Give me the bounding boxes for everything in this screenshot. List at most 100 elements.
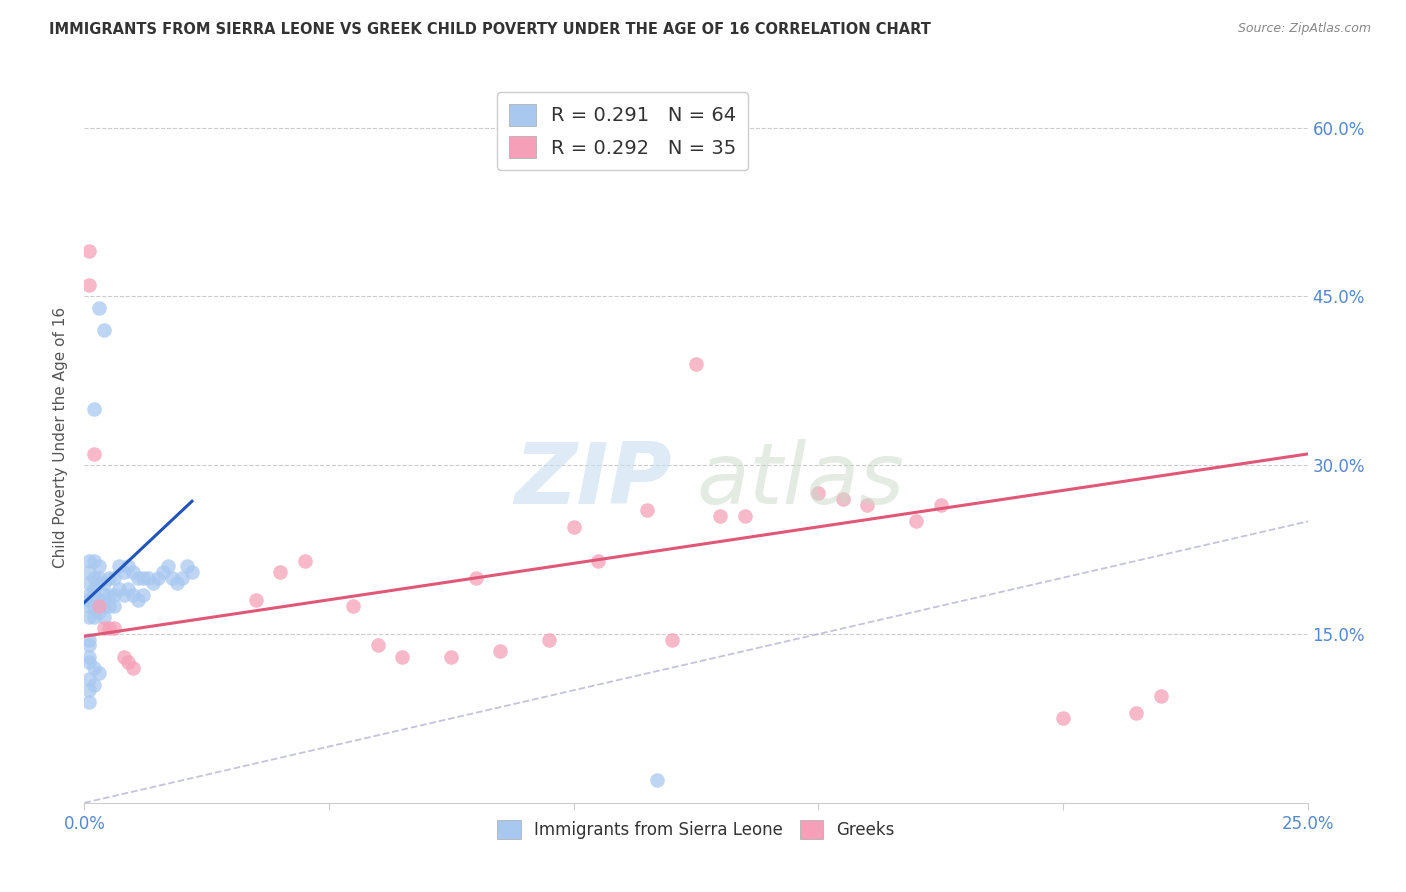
Point	[93, 599, 115, 613]
Point	[132, 588, 155, 602]
Point	[127, 593, 149, 607]
Point	[77, 599, 100, 613]
Text: atlas: atlas	[696, 440, 904, 523]
Point	[136, 571, 159, 585]
Point	[77, 554, 100, 568]
Point	[87, 576, 110, 591]
Point	[97, 621, 120, 635]
Y-axis label: Child Poverty Under the Age of 16: Child Poverty Under the Age of 16	[53, 307, 69, 567]
Point	[93, 576, 115, 591]
Point	[122, 588, 145, 602]
Point	[107, 559, 129, 574]
Point	[77, 638, 100, 652]
Point	[132, 571, 155, 585]
Point	[93, 323, 115, 337]
Point	[77, 694, 100, 708]
Point	[87, 666, 110, 681]
Point	[905, 515, 928, 529]
Point	[87, 571, 110, 585]
Point	[146, 571, 169, 585]
Point	[294, 554, 316, 568]
Point	[122, 661, 145, 675]
Point	[83, 582, 105, 596]
Point	[1125, 706, 1147, 720]
Point	[93, 610, 115, 624]
Point	[562, 520, 585, 534]
Point	[440, 649, 463, 664]
Point	[661, 632, 683, 647]
Point	[831, 491, 853, 506]
Point	[77, 565, 100, 579]
Point	[176, 559, 198, 574]
Point	[83, 610, 105, 624]
Point	[77, 593, 100, 607]
Point	[856, 498, 879, 512]
Point	[807, 486, 830, 500]
Point	[83, 588, 105, 602]
Point	[87, 559, 110, 574]
Point	[636, 503, 658, 517]
Text: Source: ZipAtlas.com: Source: ZipAtlas.com	[1237, 22, 1371, 36]
Point	[1052, 711, 1074, 725]
Point	[93, 621, 115, 635]
Point	[77, 610, 100, 624]
Point	[77, 632, 100, 647]
Point	[97, 599, 120, 613]
Point	[103, 571, 125, 585]
Point	[112, 588, 135, 602]
Point	[127, 571, 149, 585]
Point	[77, 244, 100, 259]
Point	[162, 571, 184, 585]
Point	[112, 565, 135, 579]
Point	[391, 649, 413, 664]
Point	[117, 655, 139, 669]
Point	[83, 554, 105, 568]
Point	[83, 571, 105, 585]
Point	[142, 576, 165, 591]
Point	[709, 508, 731, 523]
Point	[87, 593, 110, 607]
Point	[93, 588, 115, 602]
Point	[83, 678, 105, 692]
Point	[464, 571, 486, 585]
Point	[97, 588, 120, 602]
Point	[107, 582, 129, 596]
Point	[87, 301, 110, 315]
Point	[77, 655, 100, 669]
Point	[929, 498, 952, 512]
Point	[83, 447, 105, 461]
Point	[87, 605, 110, 619]
Point	[1150, 689, 1173, 703]
Point	[77, 588, 100, 602]
Point	[367, 638, 389, 652]
Point	[122, 565, 145, 579]
Point	[269, 565, 291, 579]
Point	[156, 559, 179, 574]
Point	[83, 599, 105, 613]
Point	[489, 644, 512, 658]
Point	[83, 661, 105, 675]
Point	[166, 576, 188, 591]
Point	[77, 672, 100, 686]
Point	[117, 582, 139, 596]
Point	[77, 683, 100, 698]
Point	[172, 571, 194, 585]
Point	[77, 278, 100, 293]
Point	[117, 559, 139, 574]
Point	[83, 401, 105, 416]
Point	[77, 576, 100, 591]
Point	[538, 632, 561, 647]
Text: ZIP: ZIP	[513, 440, 672, 523]
Point	[734, 508, 756, 523]
Point	[87, 599, 110, 613]
Point	[586, 554, 609, 568]
Point	[685, 357, 707, 371]
Point	[103, 588, 125, 602]
Point	[152, 565, 174, 579]
Point	[103, 599, 125, 613]
Point	[645, 773, 668, 788]
Point	[245, 593, 267, 607]
Text: IMMIGRANTS FROM SIERRA LEONE VS GREEK CHILD POVERTY UNDER THE AGE OF 16 CORRELAT: IMMIGRANTS FROM SIERRA LEONE VS GREEK CH…	[49, 22, 931, 37]
Point	[103, 621, 125, 635]
Point	[97, 571, 120, 585]
